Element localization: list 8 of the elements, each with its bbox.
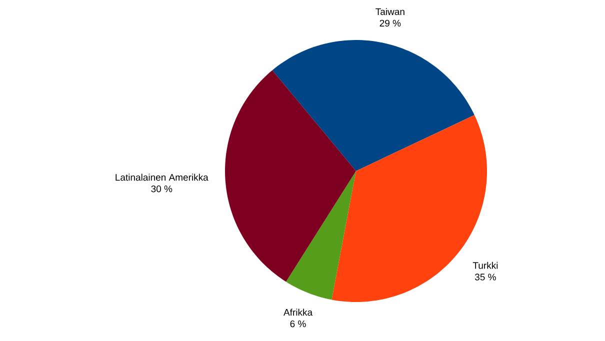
slice-label: Turkki xyxy=(472,262,498,269)
data-label: 30 % xyxy=(151,185,172,192)
slice-label: Afrikka xyxy=(284,308,313,316)
data-label: 35 % xyxy=(474,274,496,280)
data-label: 29 % xyxy=(380,20,401,27)
slice-label: Taiwan xyxy=(376,8,404,16)
slice-label: Latinalainen Amerikka xyxy=(116,174,208,181)
data-label: 6 % xyxy=(290,320,306,328)
